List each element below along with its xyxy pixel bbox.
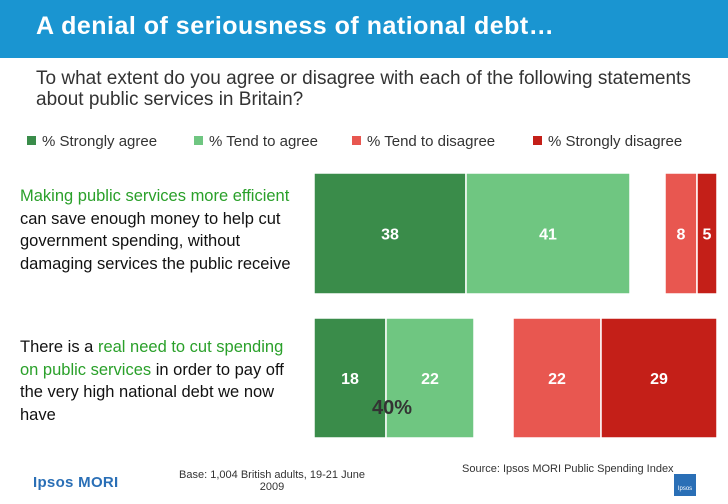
page-title: A denial of seriousness of national debt… <box>36 12 555 40</box>
bar-label-row2-strongly-agree: 18 <box>341 371 359 388</box>
bar-label-row2-tend-to-disagree: 22 <box>548 371 566 388</box>
bar-label-row1-tend-to-agree: 41 <box>539 227 557 244</box>
legend-swatch-strongly-agree <box>27 136 36 145</box>
statement-1-text: can save enough money to help cut govern… <box>20 209 291 273</box>
bar-row2-strongly-disagree <box>600 317 718 439</box>
statement-1-highlight: Making public services more efficient <box>20 187 290 205</box>
legend-label-tend-to-agree: % Tend to agree <box>209 133 318 150</box>
chart-legend: % Strongly agree % Tend to agree % Tend … <box>27 133 727 151</box>
statement-cut-spending: There is a real need to cut spending on … <box>20 336 290 426</box>
statement-2-prefix: There is a <box>20 338 98 356</box>
bar-row1-tend-to-agree <box>465 172 631 295</box>
bar-label-row2-strongly-disagree: 29 <box>650 371 668 388</box>
legend-swatch-tend-to-agree <box>194 136 203 145</box>
legend-label-tend-to-disagree: % Tend to disagree <box>367 133 496 150</box>
bar-label-row1-strongly-agree: 38 <box>381 227 399 244</box>
annotation-total-agree: 40% <box>372 397 412 419</box>
bar-label-row1-strongly-disagree: 5 <box>703 227 712 244</box>
legend-item-strongly-agree: % Strongly agree <box>27 133 157 150</box>
bar-row2-strongly-agree <box>313 317 387 439</box>
legend-swatch-strongly-disagree <box>533 136 542 145</box>
ipsos-corner-logo: Ipsos <box>674 474 696 496</box>
statement-2-text: in order to pay off the very high nation… <box>20 360 284 424</box>
legend-item-strongly-disagree: % Strongly disagree <box>533 133 682 150</box>
legend-item-tend-to-disagree: % Tend to disagree <box>352 133 495 150</box>
legend-swatch-tend-to-disagree <box>352 136 361 145</box>
bar-row1-strongly-agree <box>313 172 467 295</box>
ipsos-mori-logo: Ipsos MORI <box>33 474 119 491</box>
survey-question: To what extent do you agree or disagree … <box>36 68 691 110</box>
bar-row1-tend-to-disagree <box>664 172 698 295</box>
statement-efficient-services: Making public services more efficient ca… <box>20 185 310 275</box>
bar-label-row2-tend-to-agree: 22 <box>421 371 439 388</box>
legend-label-strongly-agree: % Strongly agree <box>42 133 158 150</box>
bar-row2-tend-to-agree <box>385 317 475 439</box>
legend-label-strongly-disagree: % Strongly disagree <box>548 133 683 150</box>
bar-label-row1-tend-to-disagree: 8 <box>677 227 686 244</box>
bar-row1-strongly-disagree <box>696 172 718 295</box>
source-note: Source: Ipsos MORI Public Spending Index <box>462 463 674 475</box>
bar-row2-tend-to-disagree <box>512 317 602 439</box>
base-note: Base: 1,004 British adults, 19-21 June 2… <box>179 469 365 493</box>
legend-item-tend-to-agree: % Tend to agree <box>194 133 318 150</box>
statement-2-highlight: real need to cut spending on public serv… <box>20 338 284 379</box>
header-bar: A denial of seriousness of national debt… <box>0 0 728 58</box>
